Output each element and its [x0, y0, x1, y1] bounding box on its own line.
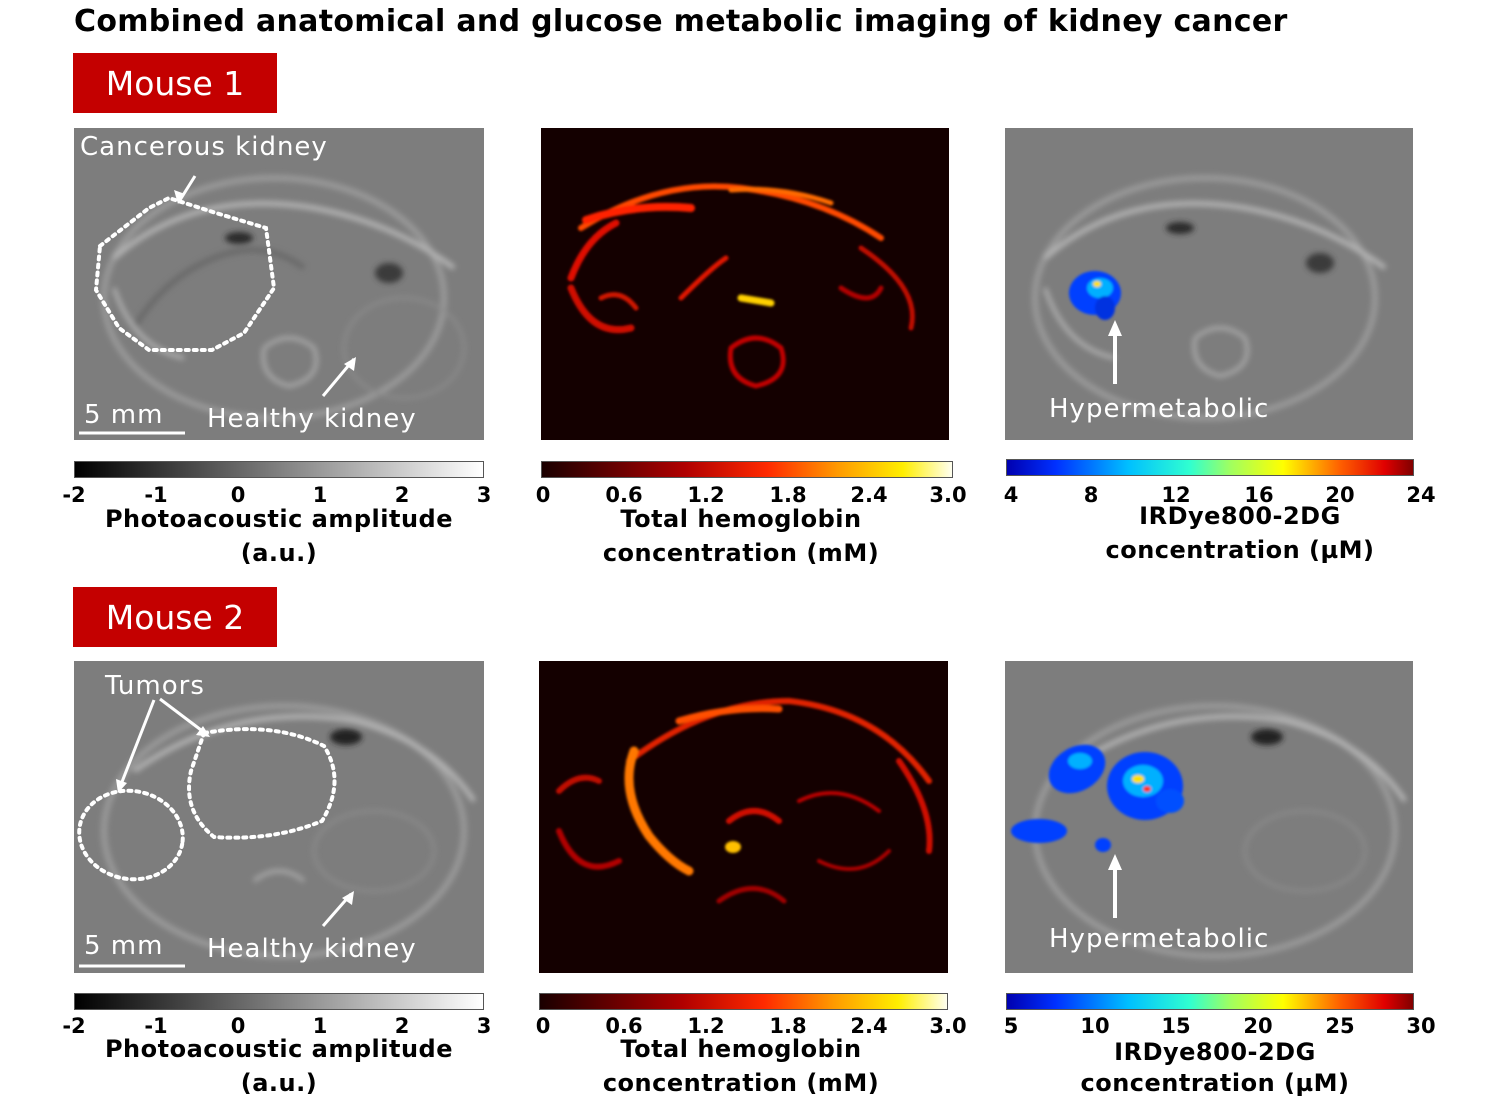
colorbar-tick: 1.8	[769, 483, 807, 507]
tumors-label: Tumors	[105, 671, 205, 701]
mouse2-photoacoustic-image: Tumors Healthy kidney 5 mm	[74, 661, 484, 973]
colorbar-tick: 2.4	[850, 1014, 888, 1038]
colorbar-tick: 10	[1080, 1014, 1110, 1038]
colorbar-tick: 0	[535, 483, 551, 507]
colorbar-label-line2: concentration (mM)	[602, 539, 880, 567]
colorbar-tick: -2	[62, 483, 86, 507]
colorbar-tick: -1	[144, 1014, 168, 1038]
mouse1-irdye-image: Hypermetabolic	[1005, 128, 1413, 440]
colorbar-label-line2: (a.u.)	[240, 1069, 318, 1097]
mouse1-photoacoustic-image: Cancerous kidney Healthy kidney 5 mm	[74, 128, 484, 440]
colorbar-label-line1: IRDye800-2DG	[1139, 502, 1341, 530]
mouse2-hemoglobin-image	[539, 661, 948, 973]
colorbar-label-line1: Photoacoustic amplitude	[104, 1035, 454, 1063]
mouse1-label: Mouse 1	[73, 53, 277, 113]
scale-bar-label: 5 mm	[84, 931, 164, 961]
colorbar-label-line2: concentration (µM)	[1105, 536, 1375, 564]
mouse1-colorbar-photoacoustic	[74, 461, 484, 478]
mouse2-label: Mouse 2	[73, 587, 277, 647]
colorbar-tick: 2	[394, 1014, 410, 1038]
colorbar-label-line1: Total hemoglobin	[620, 1035, 862, 1063]
colorbar-tick: 0	[230, 483, 246, 507]
colorbar-tick: 3.0	[929, 1014, 967, 1038]
colorbar-tick: 1.2	[687, 1014, 725, 1038]
colorbar-tick: 5	[1003, 1014, 1019, 1038]
colorbar-tick: 30	[1406, 1014, 1436, 1038]
colorbar-tick: 3	[476, 483, 492, 507]
cancerous-kidney-label: Cancerous kidney	[80, 132, 328, 162]
colorbar-tick: 3.0	[929, 483, 967, 507]
colorbar-tick: -1	[144, 483, 168, 507]
colorbar-tick: 8	[1083, 483, 1099, 507]
colorbar-tick: 0.6	[605, 483, 643, 507]
colorbar-tick: 0	[535, 1014, 551, 1038]
colorbar-tick: 16	[1244, 483, 1274, 507]
colorbar-tick: 1	[312, 1014, 328, 1038]
colorbar-label-line2: concentration (mM)	[602, 1069, 880, 1097]
colorbar-tick: 24	[1406, 483, 1436, 507]
colorbar-tick: 25	[1325, 1014, 1355, 1038]
hypermetabolic-label: Hypermetabolic	[1049, 924, 1270, 954]
colorbar-label-line1: IRDye800-2DG	[1114, 1038, 1316, 1066]
colorbar-tick: -2	[62, 1014, 86, 1038]
colorbar-tick: 20	[1325, 483, 1355, 507]
colorbar-tick: 0	[230, 1014, 246, 1038]
colorbar-label-line1: Total hemoglobin	[620, 505, 862, 533]
mouse2-colorbar-photoacoustic	[74, 993, 484, 1010]
mouse2-colorbar-hemoglobin	[539, 993, 948, 1010]
colorbar-tick: 20	[1243, 1014, 1273, 1038]
colorbar-tick: 1.2	[687, 483, 725, 507]
colorbar-label-line2: (a.u.)	[240, 539, 318, 567]
mouse1-colorbar-hemoglobin	[541, 461, 953, 478]
colorbar-tick: 12	[1161, 483, 1191, 507]
colorbar-tick: 4	[1003, 483, 1019, 507]
healthy-kidney-label: Healthy kidney	[207, 404, 417, 434]
colorbar-label-line2: concentration (µM)	[1080, 1069, 1350, 1097]
figure-title: Combined anatomical and glucose metaboli…	[74, 4, 1288, 39]
colorbar-label-line1: Photoacoustic amplitude	[104, 505, 454, 533]
colorbar-tick: 2	[394, 483, 410, 507]
colorbar-tick: 15	[1161, 1014, 1191, 1038]
mouse2-irdye-image: Hypermetabolic	[1005, 661, 1413, 973]
colorbar-tick: 3	[476, 1014, 492, 1038]
colorbar-tick: 0.6	[605, 1014, 643, 1038]
colorbar-tick: 1.8	[769, 1014, 807, 1038]
mouse1-colorbar-irdye	[1006, 459, 1414, 476]
mouse2-colorbar-irdye	[1006, 993, 1414, 1010]
hypermetabolic-label: Hypermetabolic	[1049, 394, 1270, 424]
scale-bar-label: 5 mm	[84, 400, 164, 430]
healthy-kidney-label: Healthy kidney	[207, 934, 417, 964]
mouse1-hemoglobin-image	[541, 128, 949, 440]
colorbar-tick: 2.4	[850, 483, 888, 507]
colorbar-tick: 1	[312, 483, 328, 507]
